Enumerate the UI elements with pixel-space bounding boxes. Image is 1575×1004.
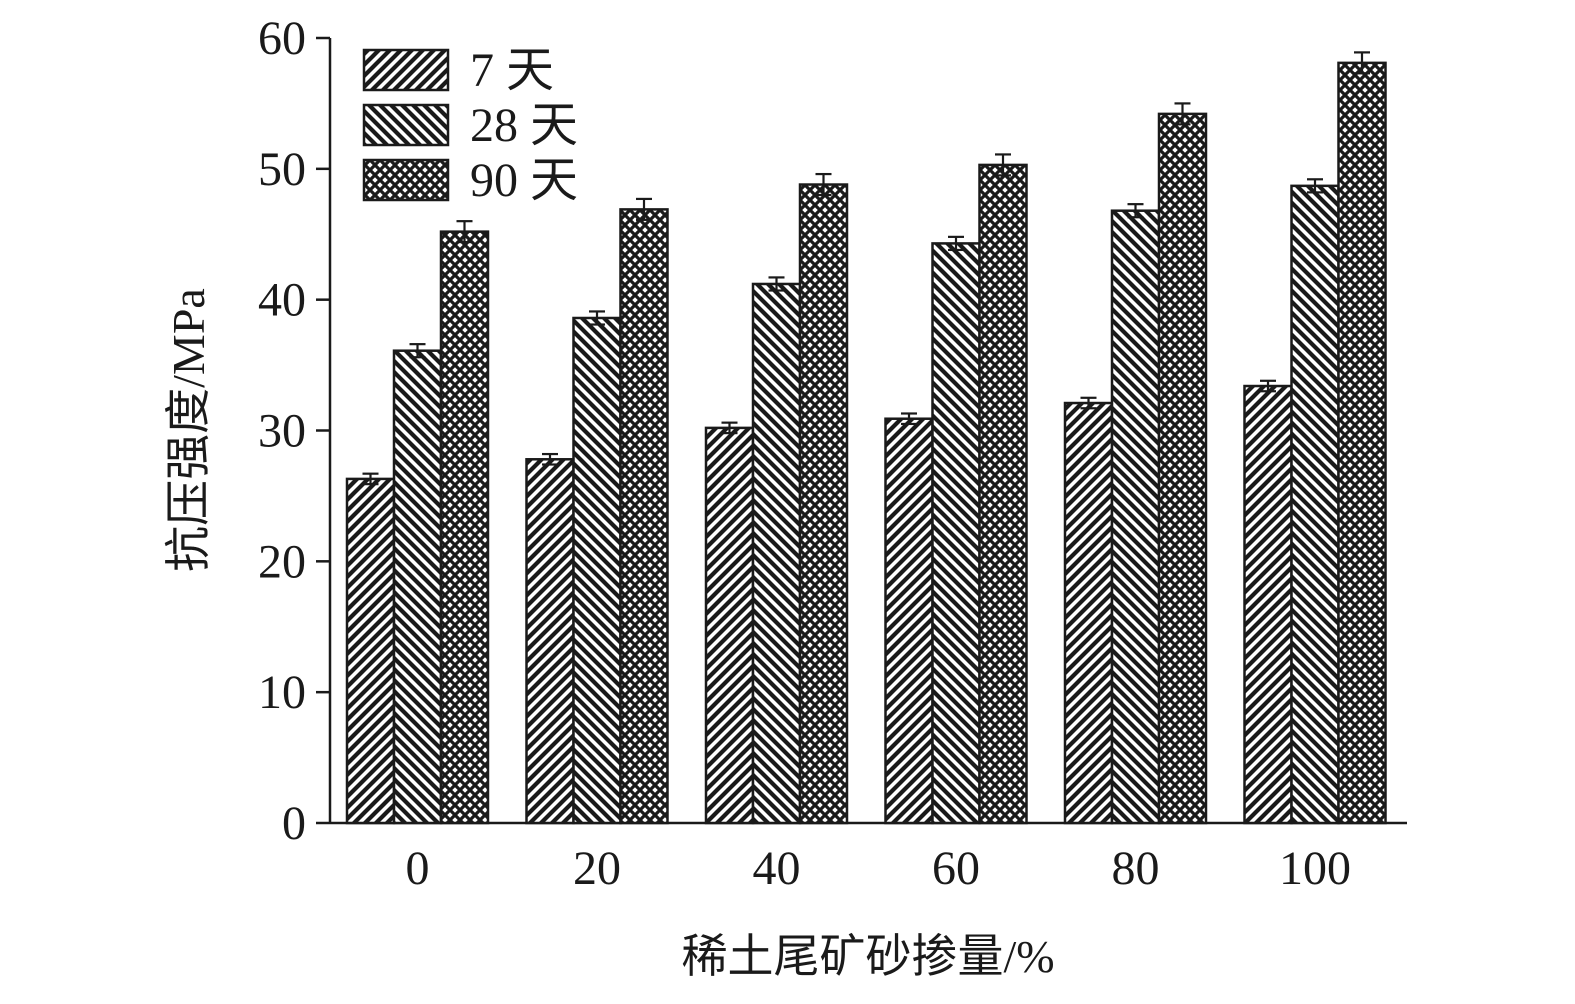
bars <box>345 61 1387 825</box>
y-tick-label: 60 <box>258 12 306 65</box>
x-tick-label: 20 <box>573 842 621 895</box>
legend-label: 90 天 <box>470 154 578 207</box>
bar-40-2 <box>751 282 802 825</box>
bar-80-3 <box>1157 112 1208 825</box>
y-axis-title: 抗压强度/MPa <box>163 288 214 572</box>
y-tick-label: 30 <box>258 405 306 458</box>
bar-80-2 <box>1110 209 1161 825</box>
bar-0-1 <box>345 477 396 825</box>
x-ticks: 0 20 40 60 80 100 <box>406 842 1352 895</box>
bar-40-3 <box>798 183 849 825</box>
x-tick-label: 0 <box>406 842 430 895</box>
x-axis-title: 稀土尾矿砂掺量/% <box>681 931 1054 982</box>
bar-80-1 <box>1063 401 1114 825</box>
x-tick-label: 100 <box>1279 842 1351 895</box>
error-bars <box>362 51 1370 486</box>
bar-0-2 <box>392 349 443 825</box>
x-tick-label: 80 <box>1112 842 1160 895</box>
bar-100-1 <box>1243 384 1293 825</box>
y-tick-label: 10 <box>258 666 306 719</box>
bar-60-2 <box>931 242 981 825</box>
legend-swatch <box>362 48 450 92</box>
bar-0-3 <box>439 230 490 825</box>
y-tick-label: 20 <box>258 535 306 588</box>
y-tick-label: 50 <box>258 143 306 196</box>
legend-label: 28 天 <box>470 99 578 152</box>
bar-60-3 <box>978 163 1028 825</box>
legend-label: 7 天 <box>470 44 554 97</box>
bar-100-3 <box>1337 61 1387 825</box>
bar-20-2 <box>572 316 622 825</box>
y-ticks: 0 10 20 30 40 50 60 <box>258 12 330 850</box>
legend-swatch <box>362 103 450 147</box>
y-tick-label: 40 <box>258 274 306 327</box>
bar-20-1 <box>525 458 575 825</box>
bar-100-2 <box>1290 184 1340 825</box>
x-tick-label: 60 <box>932 842 980 895</box>
bar-20-3 <box>619 208 669 825</box>
bar-60-1 <box>884 417 934 825</box>
x-tick-label: 40 <box>753 842 801 895</box>
legend: 7 天28 天90 天 <box>362 44 578 207</box>
y-tick-label: 0 <box>282 797 306 850</box>
bar-40-1 <box>704 426 755 825</box>
legend-swatch <box>362 158 450 202</box>
